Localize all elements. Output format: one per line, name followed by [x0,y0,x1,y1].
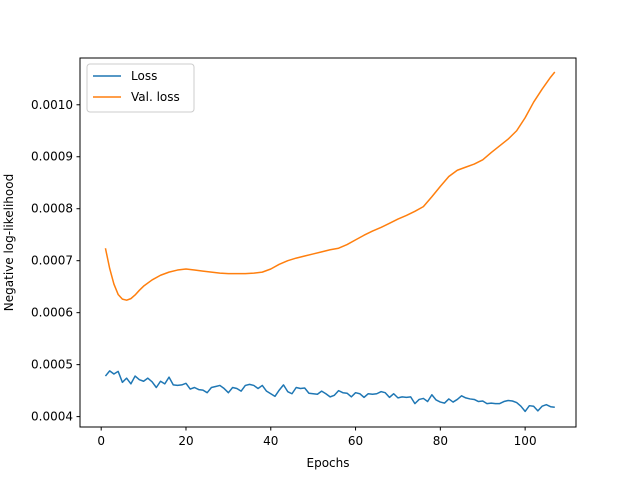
y-tick-label: 0.0004 [31,410,73,424]
x-tick-label: 100 [514,434,537,448]
series-line-val-loss [104,71,556,301]
x-tick-label: 60 [348,434,363,448]
legend-label-loss: Loss [131,69,157,83]
legend-label-val-loss: Val. loss [131,90,180,104]
x-tick-label: 20 [178,434,193,448]
y-tick-label: 0.0008 [31,202,73,216]
x-axis-label: Epochs [307,456,350,470]
plot-frame [79,57,577,428]
y-tick-label: 0.0009 [31,150,73,164]
y-tick-label: 0.0010 [31,98,73,112]
x-tick-label: 0 [97,434,105,448]
y-axis-label: Negative log-likelihood [2,174,16,311]
y-tick-label: 0.0006 [31,306,73,320]
y-tick-label: 0.0005 [31,358,73,372]
series-line-loss [104,370,555,413]
x-tick-label: 80 [433,434,448,448]
x-axis-ticks: 0 20 40 60 80 100 [97,427,537,448]
y-tick-label: 0.0007 [31,254,73,268]
x-tick-label: 40 [263,434,278,448]
legend: Loss Val. loss [86,63,195,113]
y-axis-ticks: 0.0004 0.0005 0.0006 0.0007 0.0008 0.0009 0.00… [31,98,80,424]
plot-lines [104,71,556,413]
